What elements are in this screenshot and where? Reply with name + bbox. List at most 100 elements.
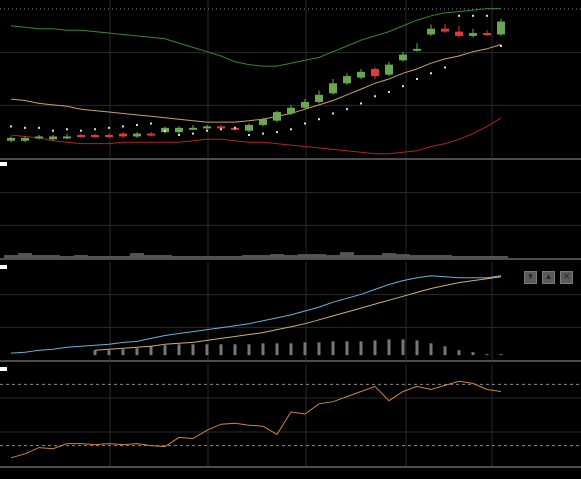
candle-body (175, 127, 183, 133)
sar-dot (472, 14, 474, 17)
candle-body (455, 31, 463, 36)
expand-icon[interactable]: ▴ (542, 271, 555, 284)
candle-body (7, 137, 15, 141)
macd-histogram-bar (387, 339, 391, 356)
volume-bar (186, 256, 200, 258)
candle-body (49, 136, 57, 140)
volume-bar (480, 256, 494, 258)
candle-body (343, 76, 351, 84)
sar-dot (10, 125, 12, 128)
sar-dot (80, 129, 82, 132)
macd-histogram-bar (93, 350, 97, 356)
sar-dot (164, 129, 166, 132)
oscillator-pane-tab[interactable] (0, 367, 7, 371)
macd-histogram-bar (471, 352, 475, 356)
macd-histogram-bar (191, 344, 195, 356)
macd-histogram-bar (121, 349, 125, 356)
candle-body (287, 107, 295, 114)
sar-dot (192, 132, 194, 135)
macd-histogram-bar (261, 343, 265, 356)
macd-histogram-bar (163, 345, 167, 356)
candle-body (203, 126, 211, 129)
macd-histogram-bar (485, 354, 489, 356)
candle-body (427, 28, 435, 35)
sar-dot (290, 128, 292, 131)
macd-histogram-bar (345, 341, 349, 356)
oscillator-line (10, 380, 502, 459)
candle-body (217, 126, 225, 129)
volume-bar (214, 256, 228, 258)
volume-bar (46, 255, 60, 258)
sar-dot (402, 85, 404, 88)
candle-body (329, 83, 337, 94)
volume-bar (452, 256, 466, 258)
lower-band-line (10, 117, 502, 155)
volume-bar (466, 256, 480, 258)
volume-pane-tab[interactable] (0, 162, 7, 166)
sar-dot (150, 122, 152, 125)
macd-histogram-bar (457, 350, 461, 356)
macd-histogram-bar (429, 343, 433, 356)
candle-body (497, 21, 505, 35)
candle-body (133, 133, 141, 137)
candle-body (119, 133, 127, 137)
macd-histogram-bar (107, 350, 111, 356)
candle-body (301, 101, 309, 108)
macd-histogram-bar (205, 344, 209, 356)
candle-body (357, 71, 365, 78)
sar-dot (416, 78, 418, 80)
candle-body (21, 137, 29, 141)
sar-dot (52, 129, 54, 132)
volume-bar (74, 255, 88, 258)
macd-pane-tab[interactable] (0, 265, 7, 269)
volume-bar (172, 256, 186, 258)
collapse-icon[interactable]: ▾ (524, 271, 537, 284)
macd-histogram-bar (149, 346, 153, 356)
volume-bar (368, 255, 382, 258)
candle-body (315, 94, 323, 102)
sar-dot (108, 126, 110, 129)
close-icon[interactable]: × (560, 271, 573, 284)
volume-bar (438, 255, 452, 258)
candle-body (469, 33, 477, 36)
candle-body (35, 136, 43, 139)
sar-dot (220, 128, 222, 131)
candle-body (399, 54, 407, 61)
volume-bar (18, 253, 32, 258)
macd-histogram-bar (359, 341, 363, 356)
volume-bar (32, 255, 46, 258)
sar-dot (360, 102, 362, 105)
macd-histogram-bar (135, 348, 139, 356)
sar-dot (318, 118, 320, 121)
volume-bar (270, 254, 284, 258)
middle-band-line (10, 44, 502, 123)
signal-line (94, 276, 502, 351)
macd-histogram-bar (219, 344, 223, 356)
sar-dot (248, 134, 250, 137)
volume-bar (130, 253, 144, 258)
volume-bar (312, 254, 326, 258)
sar-dot (206, 129, 208, 132)
candle-body (245, 124, 253, 131)
candle-body (91, 135, 99, 138)
macd-histogram-bar (247, 344, 251, 356)
volume-bar (116, 256, 130, 258)
macd-histogram-bar (373, 340, 377, 356)
sar-dot (388, 90, 390, 93)
volume-bar (326, 255, 340, 258)
candle-body (385, 64, 393, 75)
candle-body (63, 136, 71, 139)
candle-body (77, 135, 85, 138)
volume-bar (158, 255, 172, 258)
macd-histogram-bar (401, 339, 405, 356)
macd-histogram-bar (499, 354, 503, 356)
macd-histogram-bar (443, 346, 447, 356)
candle-body (273, 112, 281, 121)
sar-dot (24, 126, 26, 129)
sar-dot (66, 128, 68, 131)
macd-histogram-bar (289, 343, 293, 356)
sar-dot (304, 122, 306, 125)
sar-dot (332, 112, 334, 115)
volume-bar (102, 256, 116, 258)
sar-dot (346, 108, 348, 111)
